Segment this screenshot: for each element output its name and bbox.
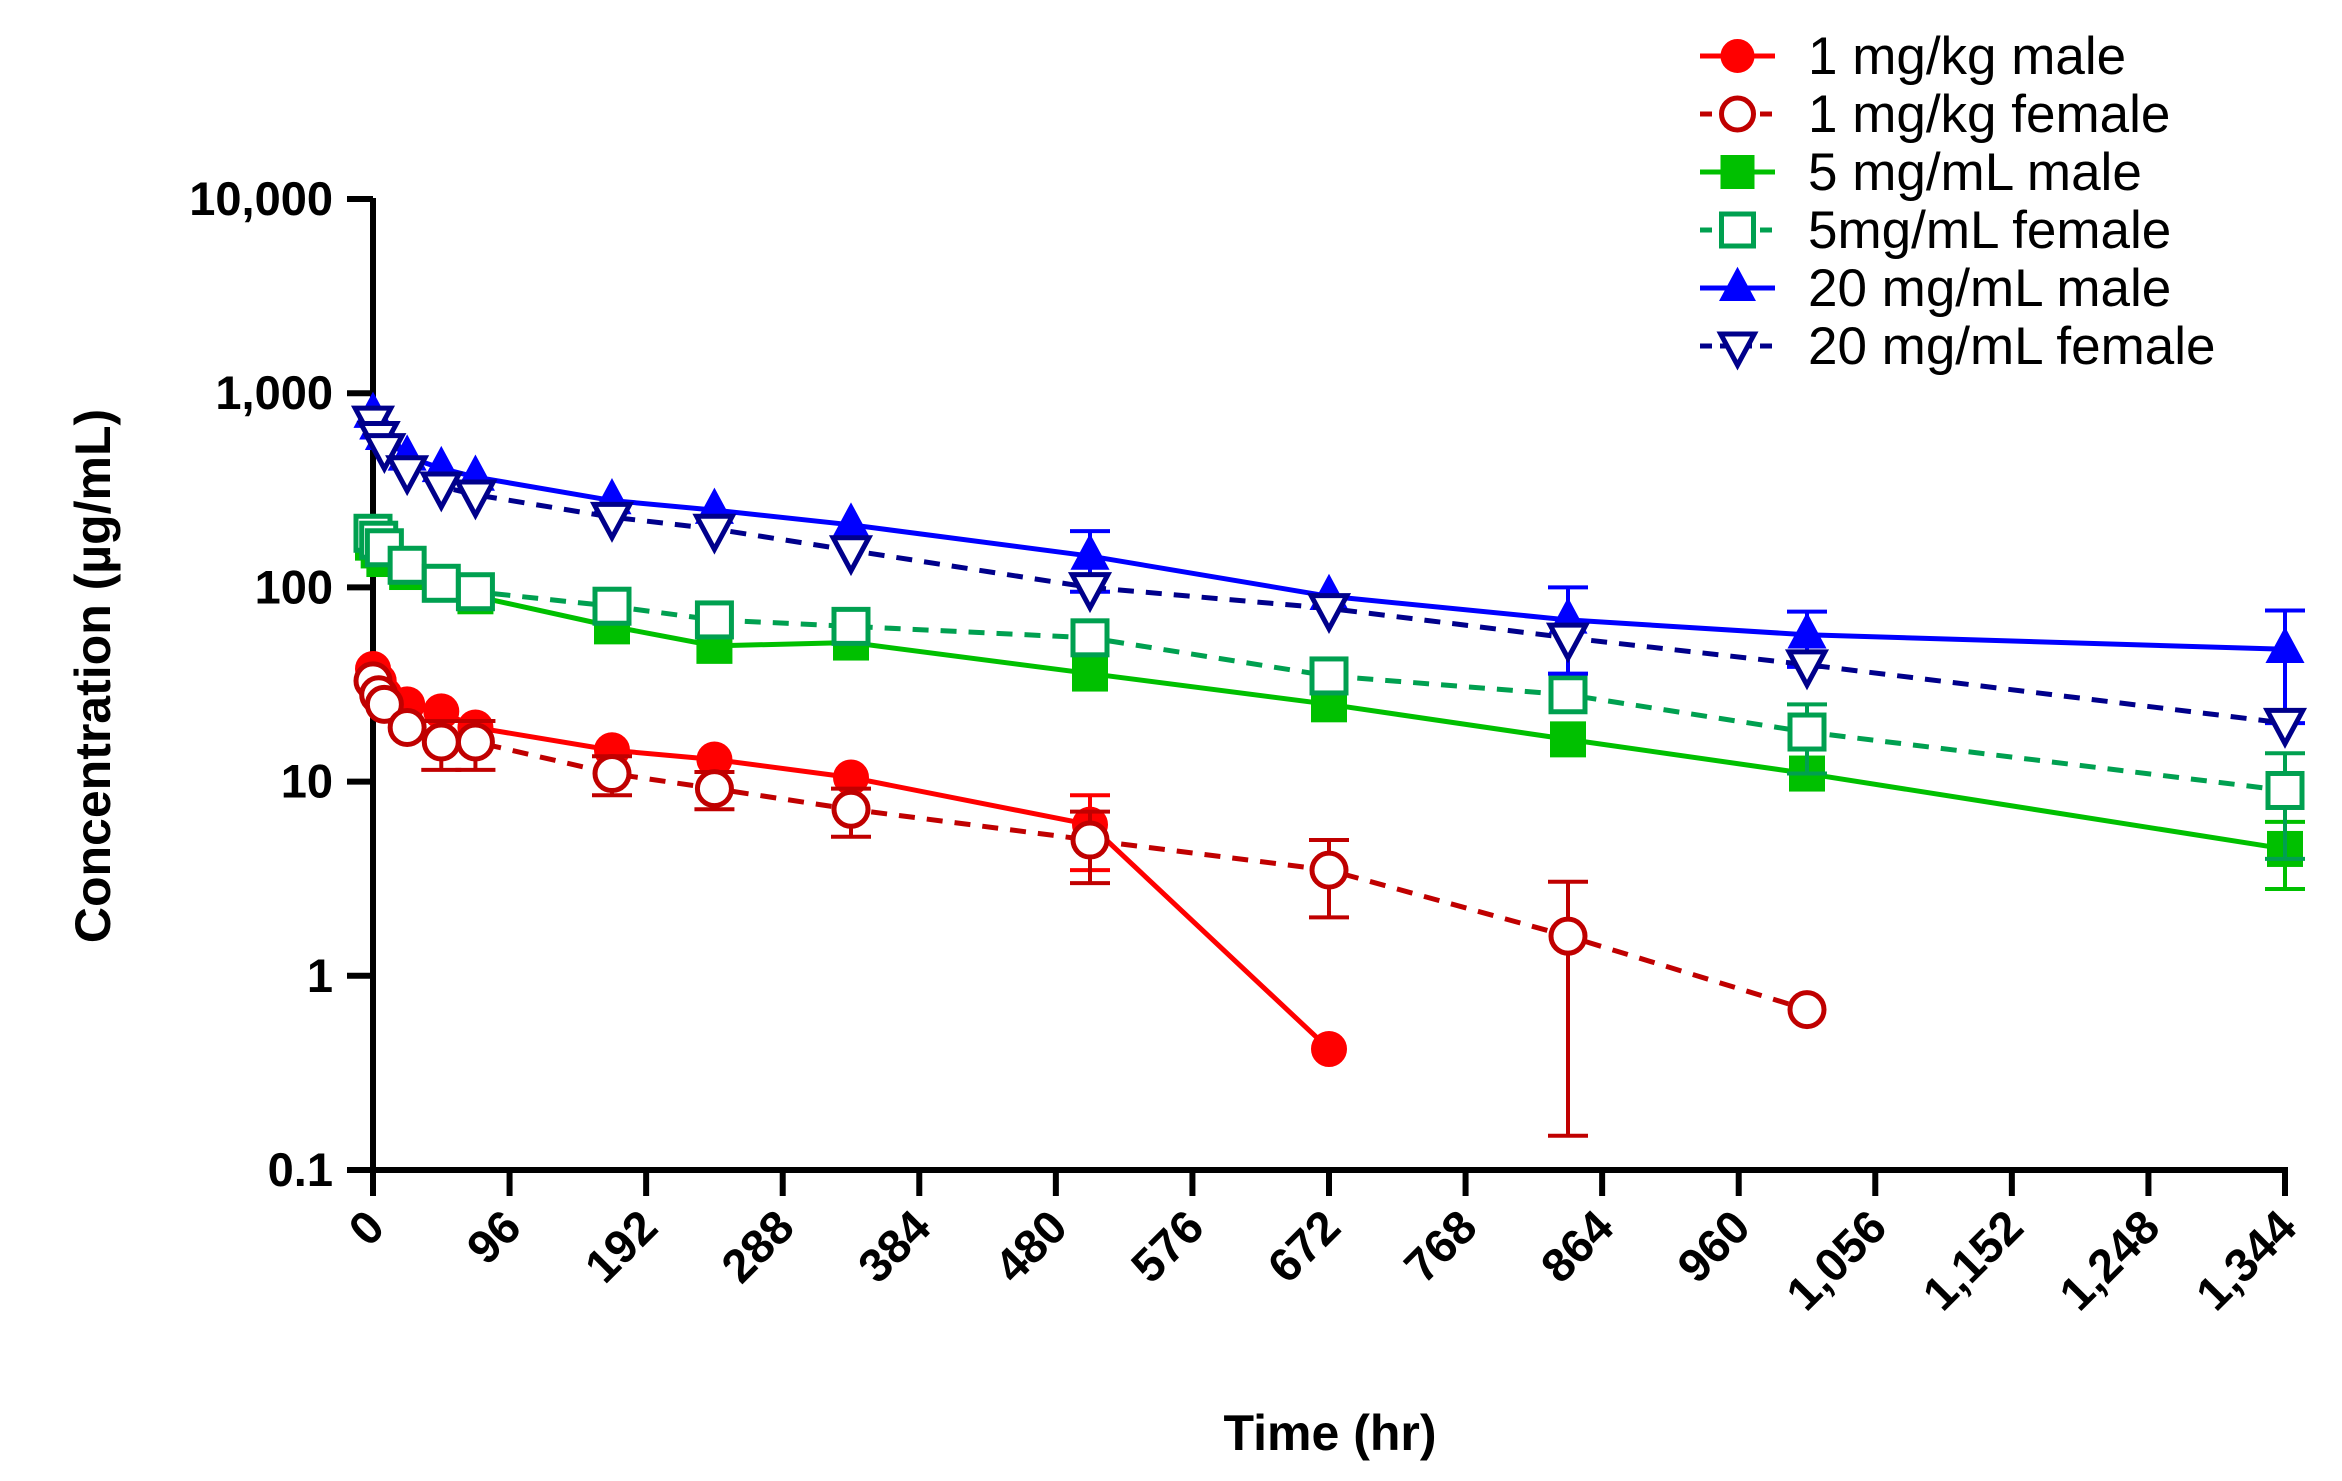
x-axis-title: Time (hr) bbox=[1224, 1405, 1437, 1461]
x-tick-label: 0 bbox=[338, 1200, 394, 1256]
series-1 bbox=[353, 661, 1827, 1138]
x-tick-label: 192 bbox=[574, 1200, 667, 1293]
data-point bbox=[419, 471, 464, 513]
data-point bbox=[694, 600, 734, 640]
x-tick-label: 384 bbox=[847, 1200, 940, 1293]
x-tick-label: 576 bbox=[1121, 1200, 1214, 1293]
data-point bbox=[2265, 626, 2305, 664]
data-point bbox=[694, 769, 734, 809]
legend-item: 5 mg/mL male bbox=[1700, 143, 2142, 202]
x-tick-label: 1,056 bbox=[1776, 1200, 1897, 1321]
data-point bbox=[1787, 990, 1827, 1030]
y-axis-title: Concentration (µg/mL) bbox=[65, 409, 121, 943]
data-point bbox=[592, 586, 632, 626]
x-tick-label: 864 bbox=[1530, 1200, 1623, 1293]
legend-marker bbox=[1720, 39, 1755, 73]
legend-item: 1 mg/kg male bbox=[1700, 27, 2126, 86]
y-tick-label: 100 bbox=[255, 560, 333, 613]
x-tick-label: 96 bbox=[456, 1200, 530, 1274]
series-5 bbox=[350, 405, 2308, 749]
data-point bbox=[589, 501, 635, 543]
legend-marker bbox=[1719, 211, 1756, 249]
data-point bbox=[1550, 721, 1586, 758]
data-point bbox=[421, 722, 461, 762]
data-point bbox=[364, 684, 404, 724]
series-0 bbox=[355, 651, 1347, 1067]
data-point bbox=[1545, 622, 1591, 664]
series-group bbox=[350, 391, 2308, 1138]
data-point bbox=[455, 572, 495, 612]
series-line bbox=[370, 667, 1331, 1051]
data-point bbox=[1070, 820, 1110, 860]
x-axis-ticks: 0 96 192 288 384 480 576 672 768 864 960 1,056 1,152… bbox=[338, 1170, 2306, 1320]
legend-marker bbox=[1719, 95, 1756, 133]
legend-label: 1 mg/kg female bbox=[1808, 85, 2170, 144]
data-point bbox=[1309, 850, 1349, 890]
y-tick-label: 0.1 bbox=[268, 1143, 333, 1196]
legend-marker bbox=[1716, 331, 1759, 371]
legend-label: 1 mg/kg male bbox=[1808, 27, 2126, 86]
data-point bbox=[387, 707, 427, 747]
series-3 bbox=[353, 513, 2305, 861]
legend-item: 1 mg/kg female bbox=[1700, 85, 2170, 144]
data-point bbox=[831, 789, 871, 829]
data-point bbox=[2265, 770, 2305, 810]
data-point bbox=[1306, 593, 1352, 635]
data-point bbox=[387, 545, 427, 585]
data-point bbox=[421, 563, 461, 603]
y-axis-ticks: 0.1 1 10 100 1,000 10,000 bbox=[189, 172, 373, 1196]
legend-label: 5 mg/mL male bbox=[1808, 143, 2142, 202]
legend-label: 20 mg/mL female bbox=[1808, 317, 2216, 376]
data-point bbox=[1787, 612, 1827, 649]
data-point bbox=[1072, 655, 1108, 692]
x-tick-label: 960 bbox=[1667, 1200, 1760, 1293]
data-point bbox=[385, 455, 430, 497]
data-point bbox=[1070, 618, 1110, 658]
x-tick-label: 480 bbox=[984, 1200, 1077, 1293]
data-point bbox=[692, 513, 737, 555]
legend-marker bbox=[1719, 266, 1756, 301]
data-point bbox=[831, 606, 871, 646]
series-line bbox=[371, 531, 2286, 793]
x-tick-label: 288 bbox=[711, 1200, 804, 1293]
legend-item: 5mg/mL female bbox=[1700, 201, 2171, 260]
y-tick-label: 10,000 bbox=[189, 172, 333, 225]
y-tick-label: 1,000 bbox=[215, 366, 333, 419]
data-point bbox=[1784, 649, 1830, 691]
data-point bbox=[1309, 656, 1349, 696]
x-tick-label: 1,248 bbox=[2049, 1200, 2170, 1321]
x-tick-label: 1,344 bbox=[2185, 1200, 2306, 1321]
legend-item: 20 mg/mL female bbox=[1700, 317, 2216, 376]
data-point bbox=[362, 433, 407, 475]
data-point bbox=[1311, 1030, 1347, 1067]
data-point bbox=[1070, 533, 1110, 570]
data-point bbox=[592, 754, 632, 794]
data-point bbox=[1548, 675, 1588, 715]
data-point bbox=[828, 535, 874, 577]
legend-label: 20 mg/mL male bbox=[1808, 259, 2171, 318]
legend-marker bbox=[1720, 155, 1755, 189]
y-tick-label: 10 bbox=[281, 755, 333, 808]
data-point bbox=[1787, 712, 1827, 752]
legend-label: 5mg/mL female bbox=[1808, 201, 2171, 260]
data-point bbox=[2262, 707, 2308, 749]
data-point bbox=[1548, 916, 1588, 956]
data-point bbox=[453, 479, 498, 521]
x-tick-label: 1,152 bbox=[1912, 1200, 2033, 1321]
y-tick-label: 1 bbox=[307, 949, 333, 1002]
x-tick-label: 768 bbox=[1394, 1200, 1487, 1293]
x-tick-label: 672 bbox=[1257, 1200, 1350, 1293]
data-point bbox=[455, 722, 495, 762]
data-point bbox=[1067, 572, 1113, 614]
legend-item: 20 mg/mL male bbox=[1700, 259, 2171, 318]
